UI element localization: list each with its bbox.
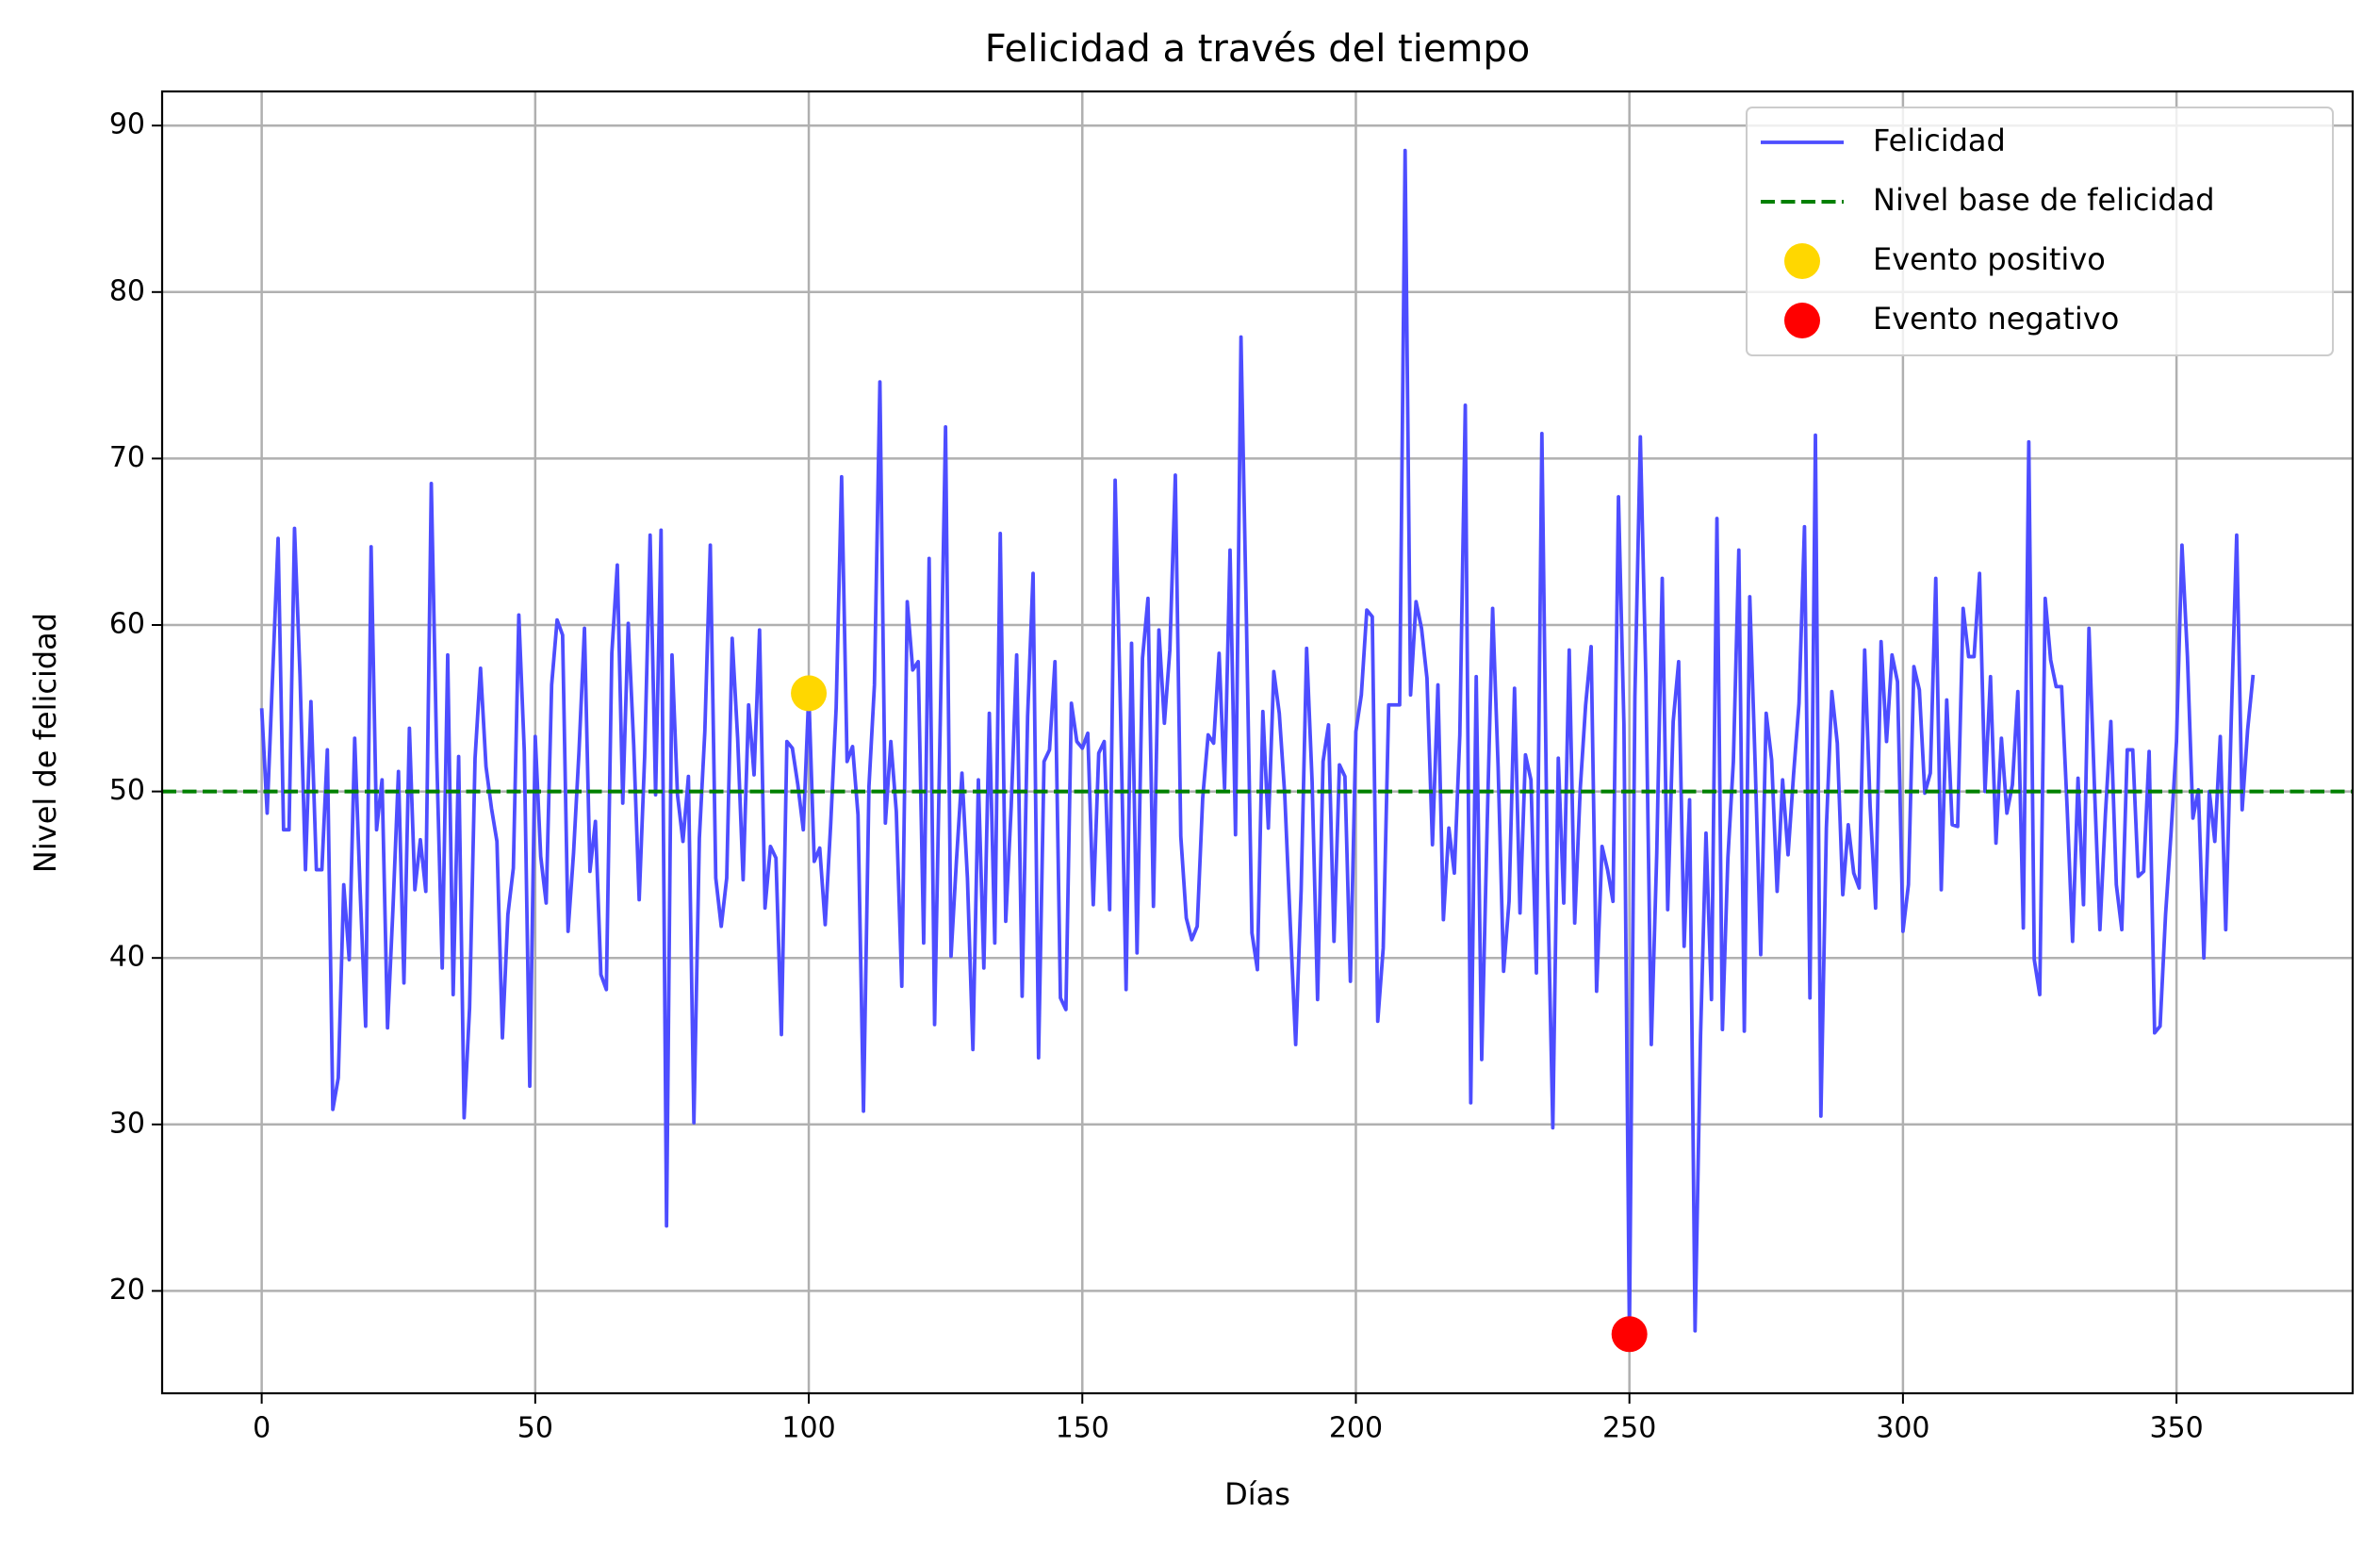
x-tick-label: 0 bbox=[253, 1412, 271, 1445]
y-axis-label: Nivel de felicidad bbox=[27, 613, 63, 873]
y-tick-label: 50 bbox=[109, 774, 145, 807]
event-point bbox=[1611, 1316, 1648, 1353]
y-tick-label: 70 bbox=[109, 441, 145, 474]
y-tick-label: 90 bbox=[109, 108, 145, 141]
legend-label: Evento negativo bbox=[1873, 301, 2119, 337]
x-tick-label: 150 bbox=[1056, 1412, 1109, 1445]
legend-swatch bbox=[1784, 303, 1820, 338]
x-tick-label: 300 bbox=[1876, 1412, 1929, 1445]
y-tick-label: 60 bbox=[109, 607, 145, 640]
y-tick-label: 40 bbox=[109, 941, 145, 974]
legend-box bbox=[1746, 107, 2334, 356]
x-axis-label: Días bbox=[1224, 1476, 1290, 1512]
x-tick-label: 50 bbox=[517, 1412, 553, 1445]
legend-label: Felicidad bbox=[1873, 123, 2006, 158]
x-tick-label: 250 bbox=[1602, 1412, 1656, 1445]
x-tick-label: 200 bbox=[1329, 1412, 1383, 1445]
legend-label: Evento positivo bbox=[1873, 241, 2106, 277]
y-tick-label: 80 bbox=[109, 274, 145, 307]
event-point bbox=[791, 675, 828, 712]
chart-title: Felicidad a través del tiempo bbox=[985, 27, 1531, 71]
x-tick-label: 100 bbox=[781, 1412, 835, 1445]
x-tick-label: 350 bbox=[2149, 1412, 2203, 1445]
y-tick-label: 30 bbox=[109, 1107, 145, 1140]
legend-swatch bbox=[1784, 243, 1820, 279]
legend-label: Nivel base de felicidad bbox=[1873, 182, 2215, 218]
plot-frame bbox=[160, 90, 2355, 1395]
y-tick-label: 20 bbox=[109, 1274, 145, 1307]
line-series bbox=[259, 148, 2256, 1337]
